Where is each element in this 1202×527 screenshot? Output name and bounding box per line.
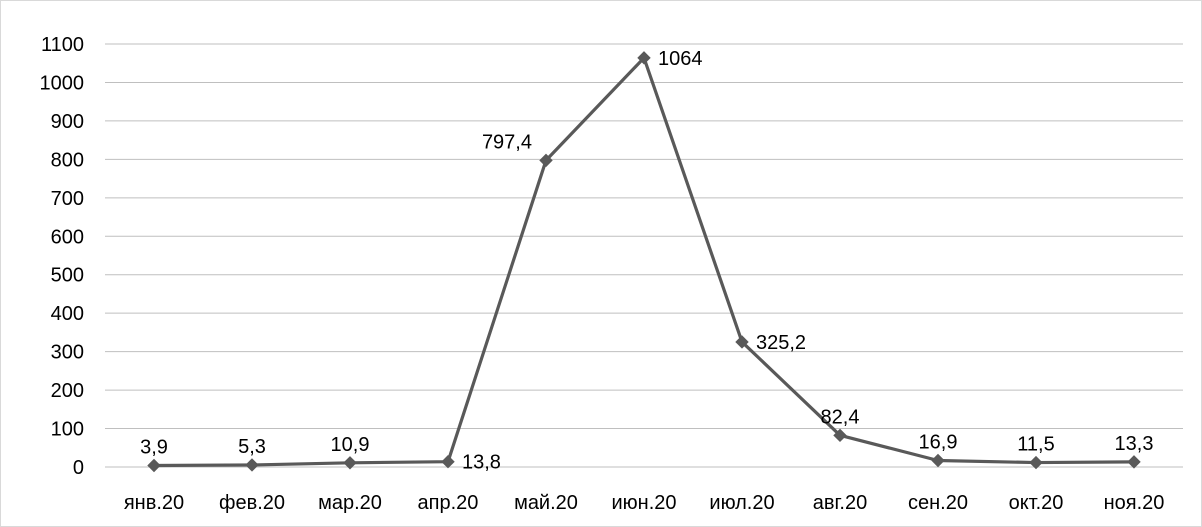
y-tick-label: 400: [51, 303, 84, 325]
data-label: 10,9: [331, 434, 370, 456]
y-tick-label: 600: [51, 226, 84, 248]
y-tick-label: 100: [51, 419, 84, 441]
x-tick-label: июн.20: [611, 492, 676, 514]
y-tick-label: 700: [51, 188, 84, 210]
y-tick-label: 200: [51, 380, 84, 402]
x-tick-label: фев.20: [219, 492, 285, 514]
data-point-marker: [931, 453, 945, 468]
data-point-marker: [1127, 455, 1141, 469]
data-point-marker: [735, 335, 749, 349]
y-tick-label: 300: [51, 342, 84, 364]
y-tick-label: 1000: [40, 72, 85, 94]
series-line: [153, 56, 1135, 468]
data-label: 82,4: [821, 406, 860, 428]
data-labels: 3,9 5,3 10,9 13,8 797,4 1064 325,2 82,4 16,9 11,5…: [140, 48, 1153, 474]
y-tick-label: 900: [51, 111, 84, 133]
data-label: 13,8: [462, 452, 501, 474]
data-label: 5,3: [238, 436, 266, 458]
data-point-marker: [1029, 455, 1043, 470]
x-axis-category-labels: янв.20 фев.20 мар.20 апр.20 май.20 июн.20 июл.…: [124, 492, 1165, 514]
data-point-marker: [147, 458, 161, 473]
x-tick-label: сен.20: [908, 492, 968, 514]
data-label: 11,5: [1017, 434, 1054, 456]
data-point-marker: [343, 456, 357, 470]
data-label: 325,2: [756, 332, 806, 354]
series-line-group: [153, 56, 1135, 468]
data-point-marker: [833, 428, 847, 443]
y-axis-tick-labels: 0 100 200 300 400 500 600 700 800 900 1000 1100: [40, 34, 85, 479]
x-tick-label: мар.20: [318, 492, 382, 514]
data-point-marker: [539, 153, 553, 168]
data-label: 13,3: [1115, 433, 1154, 455]
y-tick-label: 500: [51, 265, 84, 287]
data-point-marker: [637, 51, 651, 65]
data-point-marker: [245, 458, 259, 472]
x-tick-label: ноя.20: [1104, 492, 1165, 514]
y-tick-label: 1100: [41, 34, 84, 56]
data-label: 3,9: [140, 437, 168, 459]
y-tick-label: 0: [73, 457, 84, 479]
x-tick-label: апр.20: [418, 492, 479, 514]
x-tick-label: май.20: [514, 492, 578, 514]
series-markers: [147, 51, 1141, 473]
data-label: 16,9: [919, 432, 958, 454]
data-label: 1064: [658, 48, 703, 70]
x-tick-label: авг.20: [813, 492, 867, 514]
y-tick-label: 800: [51, 149, 84, 171]
data-label: 797,4: [482, 131, 532, 153]
x-tick-label: янв.20: [124, 492, 184, 514]
x-tick-label: окт.20: [1009, 492, 1064, 514]
data-point-marker: [441, 454, 455, 469]
x-tick-label: июл.20: [709, 492, 774, 514]
grid-lines: [105, 43, 1183, 468]
